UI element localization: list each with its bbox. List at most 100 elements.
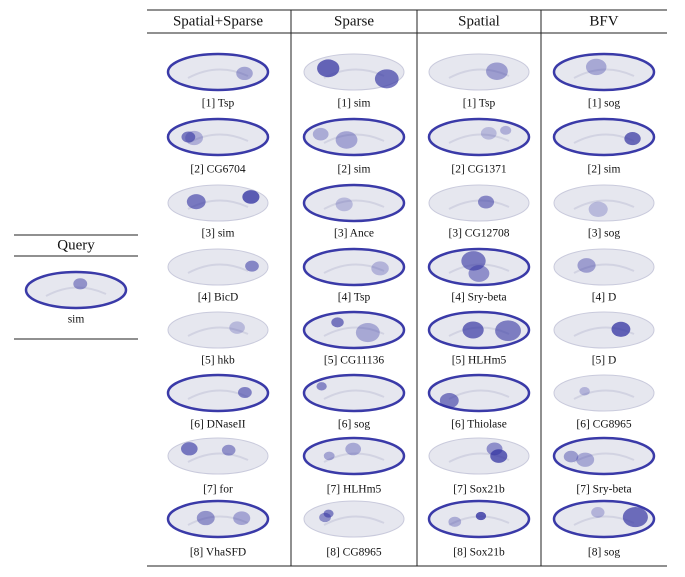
embryo-fold: [323, 199, 385, 210]
embryo-image: [24, 270, 128, 310]
embryo-image: [303, 500, 405, 538]
embryo-fold: [187, 263, 249, 274]
result-label: [2] CG1371: [451, 164, 507, 176]
result-label: [8] Sox21b: [453, 547, 505, 559]
stain: [233, 511, 251, 526]
result-label: [1] sim: [338, 98, 371, 110]
embryo-body: [552, 52, 656, 92]
embryo-body: [24, 270, 128, 310]
column-header: Spatial+Sparse: [173, 13, 263, 29]
result-label: [4] Sry-beta: [451, 292, 506, 304]
result-label: [3] Ance: [334, 228, 374, 240]
stain: [319, 512, 331, 523]
embryo-body: [552, 436, 656, 476]
embryo-fold: [187, 326, 249, 337]
embryo-fold: [323, 452, 385, 463]
embryo-image: [302, 373, 406, 413]
stain: [185, 130, 203, 146]
embryo-body: [552, 117, 656, 157]
stain: [624, 132, 641, 146]
embryo-image: [167, 311, 269, 349]
result-label: [3] sog: [588, 228, 621, 240]
stain: [186, 194, 206, 210]
stain: [245, 260, 259, 272]
result-label: [8] sog: [588, 547, 621, 559]
stain: [475, 511, 487, 521]
stain: [577, 258, 596, 273]
stain: [486, 442, 503, 456]
embryo-body: [302, 117, 406, 157]
stain: [480, 126, 497, 140]
stain: [316, 382, 327, 391]
result-label: [3] CG12708: [448, 228, 509, 240]
stain: [439, 393, 459, 409]
embryo-fold: [45, 286, 107, 297]
stain: [591, 507, 605, 518]
result-label: [2] sim: [588, 164, 621, 176]
stain: [585, 58, 607, 76]
result-label: [6] DNaseII: [190, 419, 245, 431]
embryo-image: [553, 248, 655, 286]
embryo-image: [427, 499, 531, 539]
embryo-fold: [187, 452, 249, 463]
embryo-fold: [573, 68, 635, 79]
stain: [490, 449, 508, 463]
query-title: Query: [57, 237, 95, 253]
embryo-image: [427, 373, 531, 413]
stain: [448, 516, 462, 527]
embryo-image: [167, 184, 269, 222]
embryo-body: [427, 117, 531, 157]
result-label: [6] Thiolase: [451, 419, 507, 431]
result-label: [2] sim: [338, 164, 371, 176]
result-label: [5] hkb: [201, 355, 235, 367]
embryo-image: [302, 117, 406, 157]
embryo-body: [303, 500, 405, 538]
column-header: Spatial: [458, 13, 500, 29]
embryo-body: [302, 183, 406, 223]
embryo-fold: [323, 263, 385, 274]
embryo-body: [166, 373, 270, 413]
column-header: Sparse: [334, 13, 374, 29]
result-label: [5] CG11136: [324, 355, 384, 367]
embryo-body: [302, 373, 406, 413]
stain: [371, 261, 389, 276]
stain: [588, 201, 608, 217]
embryo-body: [167, 248, 269, 286]
stain: [196, 510, 215, 526]
embryo-image: [427, 247, 531, 287]
stain: [611, 321, 631, 337]
embryo-fold: [323, 326, 385, 337]
embryo-fold: [448, 133, 510, 144]
embryo-fold: [187, 68, 249, 79]
result-label: [6] sog: [338, 419, 371, 431]
embryo-fold: [573, 452, 635, 463]
stain: [468, 265, 490, 282]
embryo-fold: [323, 133, 385, 144]
embryo-body: [302, 310, 406, 350]
stain: [317, 59, 340, 78]
result-label: [5] D: [592, 355, 617, 367]
embryo-image: [552, 436, 656, 476]
embryo-image: [302, 183, 406, 223]
embryo-image: [552, 52, 656, 92]
result-label: [7] HLHm5: [327, 484, 382, 496]
stain: [355, 322, 380, 343]
embryo-image: [552, 117, 656, 157]
embryo-body: [428, 53, 530, 91]
embryo-body: [553, 374, 655, 412]
embryo-image: [167, 437, 269, 475]
embryo-fold: [573, 389, 635, 400]
stain: [622, 507, 648, 528]
embryo-image: [302, 436, 406, 476]
query-label: sim: [68, 314, 85, 326]
embryo-body: [302, 247, 406, 287]
embryo-image: [553, 374, 655, 412]
embryo-image: [428, 53, 530, 91]
embryo-image: [302, 247, 406, 287]
embryo-fold: [573, 199, 635, 210]
stain: [236, 66, 253, 81]
stain: [579, 387, 590, 396]
stain: [335, 131, 358, 149]
embryo-image: [427, 117, 531, 157]
